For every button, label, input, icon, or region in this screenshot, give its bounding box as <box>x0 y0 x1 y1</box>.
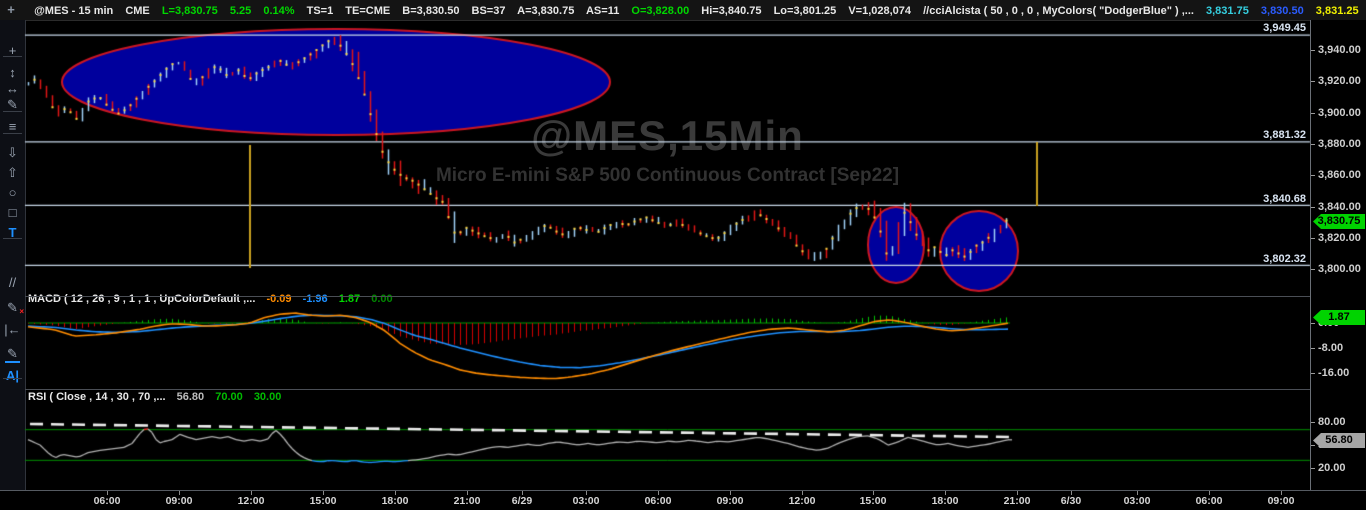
price-axis-tick-label: 3,920.00 <box>1318 75 1361 87</box>
macd-axis-tick-mark <box>1311 323 1315 324</box>
rsi-axis-tick-mark <box>1311 422 1315 423</box>
price-macd-separator[interactable] <box>25 296 1366 297</box>
price-axis-tick-label: 3,840.00 <box>1318 201 1361 213</box>
time-tick-mark <box>873 491 874 495</box>
price-axis-tick-label: 3,940.00 <box>1318 44 1361 56</box>
time-tick-mark <box>945 491 946 495</box>
rsi-axis-tick-mark <box>1311 445 1315 446</box>
time-tick-mark <box>1071 491 1072 495</box>
rsi-axis-tick-label: 80.00 <box>1318 416 1346 428</box>
time-tick-label: 06:00 <box>1195 495 1223 507</box>
time-tick-label: 03:00 <box>572 495 600 507</box>
value-axis[interactable]: 3,940.00 3,920.00 3,900.00 3,880.00 3,860.00… <box>1310 20 1366 490</box>
price-axis-tick-mark <box>1311 113 1315 114</box>
time-tick-mark <box>1209 491 1210 495</box>
time-tick-label: 21:00 <box>453 495 481 507</box>
time-tick-mark <box>467 491 468 495</box>
macd-axis-tick-label: -16.00 <box>1318 367 1350 379</box>
rsi-value-badge: 56.80 <box>1313 433 1365 448</box>
rsi-value: 56.80 <box>176 391 205 403</box>
time-tick-label: 09:00 <box>165 495 193 507</box>
rsi-overbought-value: 70.00 <box>215 391 243 403</box>
macd-rsi-separator[interactable] <box>25 389 1366 390</box>
time-tick-label: 12:00 <box>237 495 265 507</box>
macd-signal-value: -1.96 <box>302 293 328 305</box>
price-axis-tick-mark <box>1311 144 1315 145</box>
time-tick-label: 09:00 <box>1267 495 1295 507</box>
hline-price-label: 3,949.45 <box>1263 22 1306 34</box>
price-axis-tick-label: 3,800.00 <box>1318 263 1361 275</box>
time-tick-mark <box>323 491 324 495</box>
price-axis-tick-label: 3,860.00 <box>1318 169 1361 181</box>
time-tick-label: 18:00 <box>381 495 409 507</box>
time-tick-mark <box>730 491 731 495</box>
price-axis-tick-mark <box>1311 238 1315 239</box>
rsi-axis-tick-label: 20.00 <box>1318 462 1346 474</box>
rsi-oversold-value: 30.00 <box>253 391 282 403</box>
macd-zero-value: 0.00 <box>371 293 393 305</box>
time-tick-mark <box>179 491 180 495</box>
price-axis-tick-label: 3,900.00 <box>1318 107 1361 119</box>
time-tick-label: 03:00 <box>1123 495 1151 507</box>
time-tick-mark <box>251 491 252 495</box>
macd-axis-tick-mark <box>1311 348 1315 349</box>
price-axis-tick-mark <box>1311 81 1315 82</box>
rsi-title: RSI ( Close , 14 , 30 , 70 ,... <box>28 391 166 403</box>
rsi-axis-tick-mark <box>1311 468 1315 469</box>
hline-price-label: 3,840.68 <box>1263 193 1306 205</box>
time-tick-label: 6/29 <box>511 495 533 507</box>
hline-price-label: 3,802.32 <box>1263 253 1306 265</box>
price-axis-tick-mark <box>1311 269 1315 270</box>
time-tick-label: 18:00 <box>931 495 959 507</box>
macd-axis-tick-label: -8.00 <box>1318 342 1344 354</box>
time-tick-mark <box>802 491 803 495</box>
macd-panel-label: MACD ( 12 , 26 , 9 , 1 , 1 , UpColorDefa… <box>28 293 401 305</box>
time-tick-label: 06:00 <box>93 495 121 507</box>
time-tick-label: 09:00 <box>716 495 744 507</box>
time-axis[interactable]: 06:00 09:00 12:00 15:00 18:00 21:00 6/29 03:00 0… <box>0 490 1366 510</box>
time-tick-mark <box>395 491 396 495</box>
price-axis-tick-mark <box>1311 175 1315 176</box>
macd-value-badge: 1.87 <box>1313 310 1365 325</box>
macd-axis-tick-mark <box>1311 373 1315 374</box>
time-tick-label: 06:00 <box>644 495 672 507</box>
time-tick-label: 12:00 <box>788 495 816 507</box>
rsi-panel-label: RSI ( Close , 14 , 30 , 70 ,... 56.80 70… <box>28 391 289 403</box>
time-tick-mark <box>1281 491 1282 495</box>
price-axis-tick-label: 3,880.00 <box>1318 138 1361 150</box>
time-tick-mark <box>1137 491 1138 495</box>
hline-price-label: 3,881.32 <box>1263 129 1306 141</box>
time-tick-label: 15:00 <box>309 495 337 507</box>
time-tick-mark <box>522 491 523 495</box>
time-tick-label: 6/30 <box>1060 495 1082 507</box>
price-axis-tick-label: 3,820.00 <box>1318 232 1361 244</box>
time-tick-label: 21:00 <box>1003 495 1031 507</box>
time-tick-label: 15:00 <box>859 495 887 507</box>
price-axis-tick-mark <box>1311 50 1315 51</box>
time-tick-mark <box>586 491 587 495</box>
time-tick-mark <box>1017 491 1018 495</box>
last-price-badge: 3,830.75 <box>1313 214 1365 229</box>
macd-value: -0.09 <box>266 293 292 305</box>
time-tick-mark <box>658 491 659 495</box>
macd-title: MACD ( 12 , 26 , 9 , 1 , 1 , UpColorDefa… <box>28 293 256 305</box>
price-axis-tick-mark <box>1311 207 1315 208</box>
macd-hist-value: 1.87 <box>338 293 361 305</box>
time-tick-mark <box>107 491 108 495</box>
